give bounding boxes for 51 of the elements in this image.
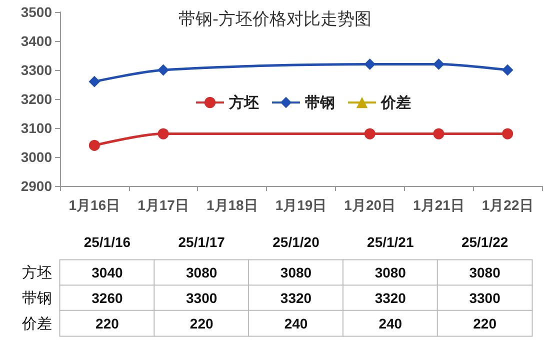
data-label: 3320 — [280, 290, 312, 306]
data-label: 3040 — [92, 264, 123, 281]
x-tick-label: 25/1/16 — [84, 234, 131, 250]
data-label: 3260 — [92, 290, 123, 306]
data-label: 220 — [96, 315, 120, 332]
data-label: 240 — [284, 315, 308, 332]
point — [158, 64, 169, 76]
point — [502, 128, 514, 140]
y-tick-label: 3000 — [20, 149, 52, 165]
x-tick-label: 1月20日 — [344, 197, 396, 213]
y-tick-label: 3400 — [20, 33, 52, 49]
point — [364, 128, 376, 140]
point — [433, 58, 444, 70]
chart-title: 带钢-方坯价格对比走势图 — [178, 10, 372, 30]
x-tick-label: 1月22日 — [482, 197, 534, 213]
legend-label: 价差 — [380, 94, 411, 112]
x-tick-label: 1月17日 — [138, 197, 189, 213]
point — [502, 64, 514, 76]
y-tick-label: 3100 — [20, 120, 52, 136]
x-tick-label: 25/1/17 — [178, 234, 226, 250]
data-label: 220 — [190, 315, 214, 332]
data-label: 3080 — [469, 264, 501, 281]
data-label: 3080 — [186, 264, 218, 281]
data-label: 3300 — [186, 290, 218, 306]
y-tick-label: 带钢 — [22, 289, 52, 307]
point — [158, 128, 169, 140]
x-tick-label: 25/1/21 — [367, 234, 414, 250]
y-tick-label: 2900 — [20, 178, 52, 194]
y-tick-label: 3300 — [20, 62, 52, 78]
x-tick-label: 1月16日 — [68, 197, 120, 213]
y-tick-label: 价差 — [21, 314, 52, 332]
y-tick-label: 方坯 — [22, 264, 52, 282]
x-tick-label: 25/1/20 — [272, 234, 320, 250]
x-tick-label: 1月21日 — [413, 197, 464, 213]
y-tick-label: 3500 — [20, 4, 52, 20]
point — [88, 140, 100, 151]
point — [364, 58, 376, 70]
legend-label: 带钢 — [305, 94, 335, 112]
data-label: 240 — [378, 315, 402, 332]
x-tick-label: 25/1/22 — [461, 234, 508, 250]
point — [88, 76, 100, 88]
data-label: 3300 — [469, 290, 501, 306]
x-tick-label: 1月18日 — [206, 197, 258, 213]
data-label: 3080 — [374, 264, 406, 281]
data-label: 220 — [473, 315, 497, 332]
y-tick-label: 3200 — [20, 91, 52, 107]
point — [433, 128, 444, 140]
legend-label: 方坯 — [228, 94, 259, 112]
data-label: 3320 — [374, 290, 406, 306]
data-label: 3080 — [280, 264, 312, 281]
x-tick-label: 1月19日 — [275, 197, 327, 213]
